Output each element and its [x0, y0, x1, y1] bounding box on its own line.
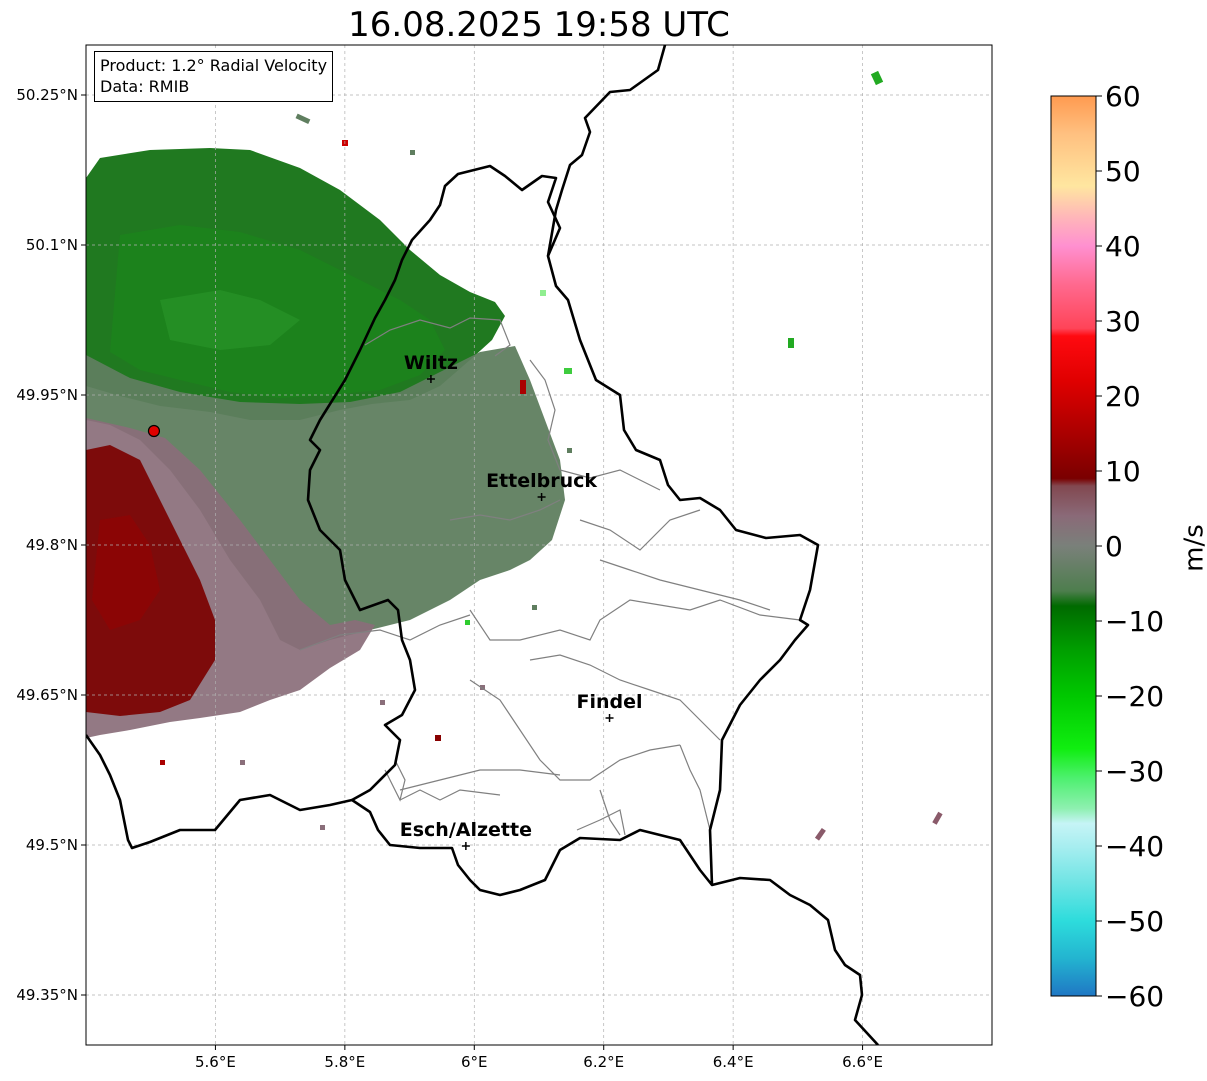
echo-south-red-speckle — [92, 515, 160, 630]
colorbar-bar — [1050, 95, 1097, 997]
colorbar-tick-label: −40 — [1105, 830, 1164, 863]
lon-tick-label: 6.4°E — [713, 1053, 754, 1071]
lat-tick-label: 49.5°N — [26, 836, 78, 854]
city-label: Wiltz — [404, 352, 458, 374]
echo-north-mid-green — [110, 225, 445, 398]
echo-north-light-speckle — [160, 290, 300, 350]
colorbar-tick-label: 40 — [1105, 230, 1141, 263]
national-borders — [86, 45, 879, 1045]
product-info-box: Product: 1.2° Radial Velocity Data: RMIB — [94, 51, 334, 102]
data-source-label: Data: RMIB — [100, 77, 190, 96]
lon-tick-label: 6.6°E — [842, 1053, 883, 1071]
colorbar-tick-label: −20 — [1105, 680, 1164, 713]
city-label: Ettelbruck — [486, 470, 597, 492]
lon-tick-label: 5.8°E — [324, 1053, 365, 1071]
colorbar-tick-label: −60 — [1105, 980, 1164, 1013]
colorbar-tick-label: 10 — [1105, 455, 1141, 488]
lat-tick-label: 49.35°N — [16, 986, 78, 1004]
city-ettelbruck: Ettelbruck — [486, 470, 597, 501]
colorbar: 60 50 40 30 20 10 0 −10 −20 −30 −40 −50 −60 m/s — [1050, 80, 1207, 1013]
city-findel: Findel — [577, 691, 643, 722]
product-label: Product: 1.2° Radial Velocity — [100, 56, 328, 75]
germany-border-south — [711, 876, 879, 1045]
colorbar-tick-label: 50 — [1105, 155, 1141, 188]
germany-border-north — [546, 45, 667, 257]
lon-tick-label: 6.2°E — [583, 1053, 624, 1071]
map-title: 16.08.2025 19:58 UTC — [348, 5, 730, 45]
canton-boundaries — [299, 317, 801, 836]
city-markers: Wiltz Ettelbruck Findel Esch/Alzette — [400, 352, 643, 850]
lat-tick-label: 49.8°N — [26, 536, 78, 554]
city-wiltz: Wiltz — [404, 352, 458, 383]
colorbar-tick-label: 0 — [1105, 530, 1123, 563]
city-label: Esch/Alzette — [400, 819, 532, 841]
colorbar-tick-label: −50 — [1105, 905, 1164, 938]
lat-tick-label: 49.95°N — [16, 386, 78, 404]
colorbar-tick-label: 60 — [1105, 80, 1141, 113]
colorbar-ticks: 60 50 40 30 20 10 0 −10 −20 −30 −40 −50 −60 — [1096, 80, 1164, 1013]
luxembourg-border — [306, 164, 820, 897]
colorbar-label: m/s — [1180, 524, 1207, 572]
lat-tick-label: 50.25°N — [16, 86, 78, 104]
latitude-axis: 50.25°N 50.1°N 49.95°N 49.8°N 49.65°N 49.5°N 4… — [16, 86, 86, 1004]
belgium-france-border — [86, 734, 353, 850]
colorbar-tick-label: 20 — [1105, 380, 1141, 413]
lon-tick-label: 5.6°E — [195, 1053, 236, 1071]
lat-tick-label: 49.65°N — [16, 686, 78, 704]
radar-echo-approaching — [86, 148, 505, 420]
echo-center-grey-green — [86, 346, 565, 650]
lon-tick-label: 6°E — [461, 1053, 488, 1071]
lat-tick-label: 50.1°N — [26, 236, 78, 254]
longitude-axis: 5.6°E 5.8°E 6°E 6.2°E 6.4°E 6.6°E — [195, 1045, 883, 1071]
colorbar-tick-label: 30 — [1105, 305, 1141, 338]
city-esch-alzette: Esch/Alzette — [400, 819, 532, 850]
colorbar-tick-label: −30 — [1105, 755, 1164, 788]
radar-site-marker — [147, 424, 161, 438]
radar-echo-receding — [86, 445, 215, 716]
colorbar-tick-label: −10 — [1105, 605, 1164, 638]
city-label: Findel — [577, 691, 643, 713]
